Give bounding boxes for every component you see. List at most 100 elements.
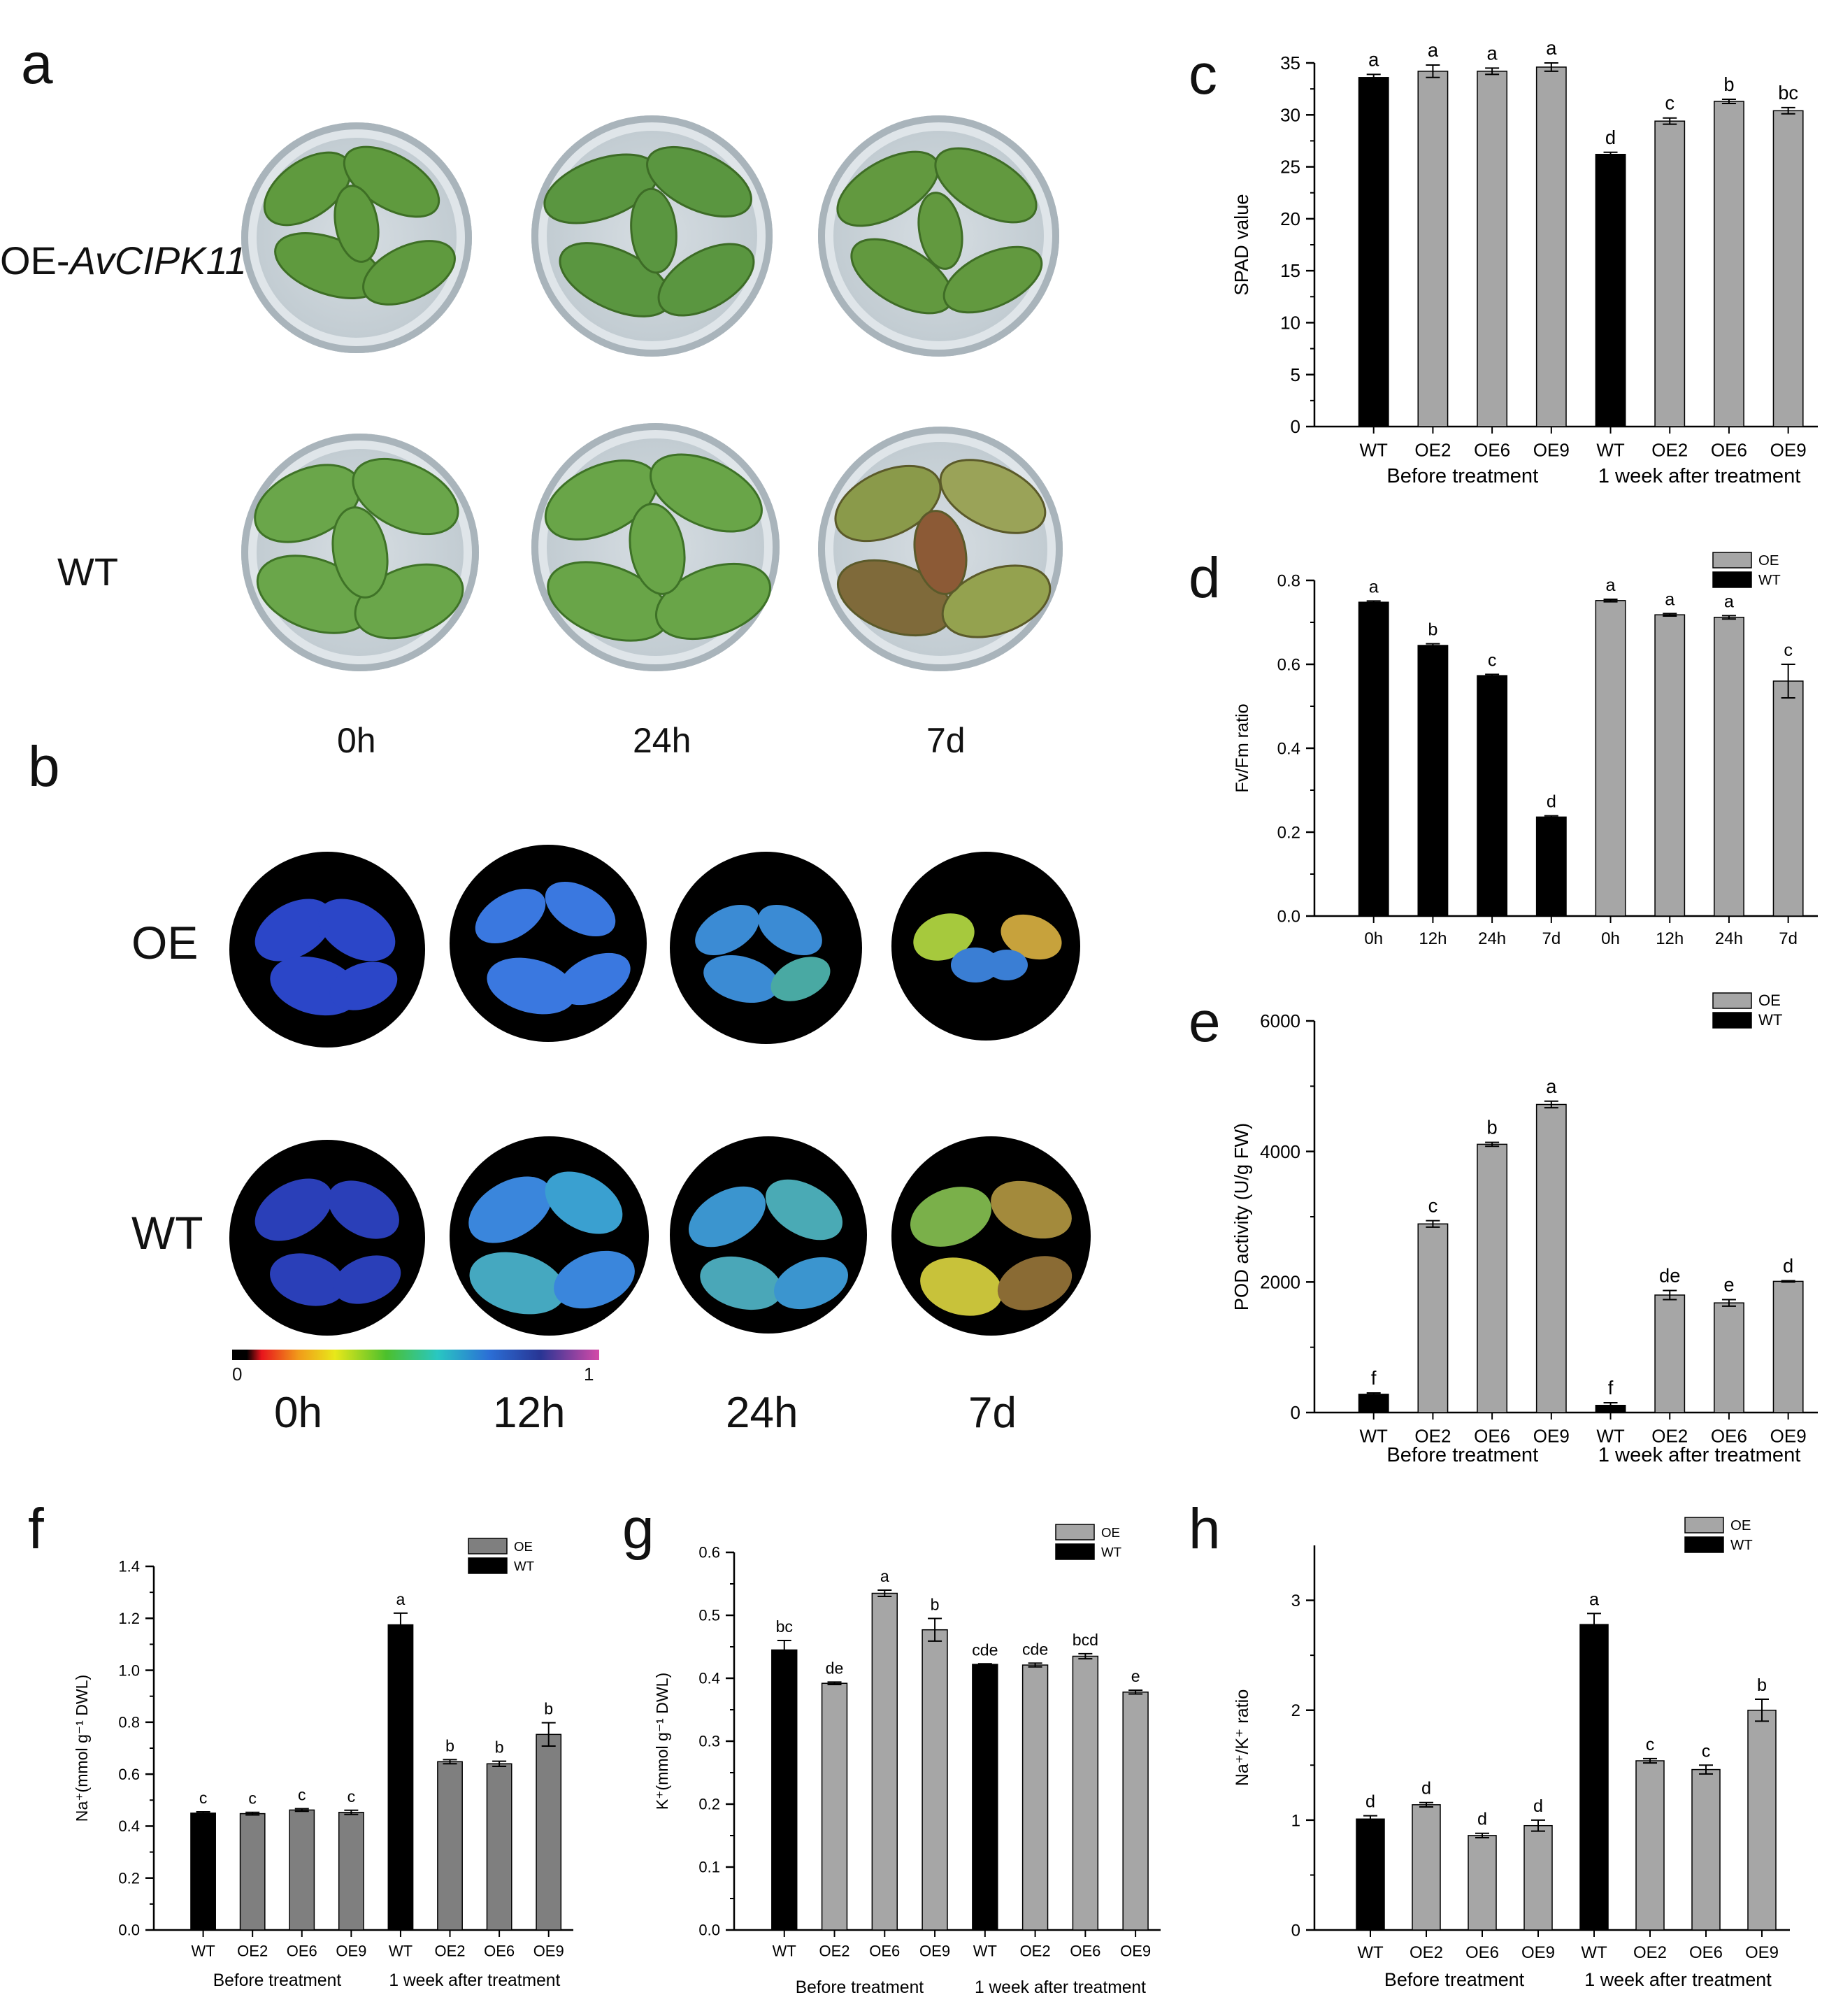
y-tick-label-g: 0.6 bbox=[698, 1544, 720, 1561]
significance-letter-c: d bbox=[1605, 127, 1616, 148]
bar-h bbox=[1468, 1835, 1497, 1931]
x-tick-label-c: OE2 bbox=[1414, 440, 1451, 461]
significance-letter-e: d bbox=[1783, 1254, 1793, 1276]
chart-c: 0 5 10 15 20 25 30 35 SPAD value a WT a OE2 a OE6 a OE9 d… bbox=[1231, 37, 1818, 487]
panel-letter-a: a bbox=[21, 32, 53, 96]
bar-h bbox=[1523, 1824, 1553, 1931]
x-tick-label-d: 24h bbox=[1715, 929, 1743, 948]
significance-letter-e: e bbox=[1723, 1274, 1734, 1296]
bar-h bbox=[1635, 1760, 1665, 1931]
y-tick-label-h: 0 bbox=[1291, 1921, 1300, 1940]
fluorescence-wt-0h bbox=[229, 1140, 425, 1336]
bar-c bbox=[1595, 153, 1626, 427]
color-scale-bar bbox=[232, 1350, 599, 1360]
x-tick-label-e: OE9 bbox=[1533, 1426, 1570, 1447]
x-tick-label-c: OE6 bbox=[1474, 440, 1510, 461]
legend-label-e: OE bbox=[1758, 992, 1781, 1009]
bar-e bbox=[1358, 1394, 1389, 1413]
y-tick-label-g: 0.0 bbox=[698, 1922, 720, 1939]
significance-letter-h: b bbox=[1757, 1675, 1767, 1695]
time-label-a-24h: 24h bbox=[633, 721, 691, 760]
group-label-before-g: Before treatment bbox=[796, 1978, 924, 1997]
legend-label-e: WT bbox=[1758, 1011, 1782, 1029]
x-tick-label-f: WT bbox=[191, 1943, 215, 1960]
y-tick-label-e: 6000 bbox=[1260, 1010, 1300, 1031]
bar-d bbox=[1772, 680, 1804, 917]
x-tick-label-c: WT bbox=[1359, 440, 1388, 461]
significance-letter-d: a bbox=[1606, 576, 1616, 595]
x-tick-label-c: OE9 bbox=[1770, 440, 1807, 461]
row-label-wt: WT bbox=[57, 550, 119, 594]
bar-f bbox=[338, 1811, 364, 1931]
significance-letter-g: bc bbox=[776, 1617, 793, 1636]
bar-g bbox=[1021, 1664, 1049, 1931]
bar-h bbox=[1579, 1624, 1609, 1931]
row-label-b-wt: WT bbox=[131, 1207, 203, 1259]
y-tick-label-c: 0 bbox=[1291, 416, 1300, 437]
bar-f bbox=[239, 1813, 266, 1931]
row-label-prefix: OE- bbox=[0, 238, 70, 283]
y-tick-label-c: 15 bbox=[1280, 260, 1300, 281]
y-tick-label-g: 0.3 bbox=[698, 1733, 720, 1750]
group-label-after-e: 1 week after treatment bbox=[1598, 1444, 1801, 1466]
significance-letter-c: bc bbox=[1778, 82, 1798, 103]
y-tick-label-f: 1.4 bbox=[118, 1558, 140, 1575]
bar-f bbox=[289, 1809, 315, 1931]
significance-letter-g: e bbox=[1131, 1667, 1140, 1685]
y-tick-label-f: 0.0 bbox=[118, 1922, 140, 1939]
plate-photo-wt-0h bbox=[241, 434, 479, 671]
y-tick-label-h: 3 bbox=[1291, 1592, 1300, 1610]
significance-letter-d: c bbox=[1488, 650, 1497, 670]
y-tick-label-f: 1.2 bbox=[118, 1610, 140, 1627]
x-tick-label-d: 12h bbox=[1419, 929, 1447, 948]
plate-photo-wt-7d bbox=[818, 427, 1063, 671]
bar-g bbox=[771, 1649, 798, 1931]
group-label-after-h: 1 week after treatment bbox=[1584, 1969, 1772, 1990]
x-tick-label-h: WT bbox=[1581, 1943, 1607, 1962]
y-tick-label-e: 4000 bbox=[1260, 1141, 1300, 1162]
x-tick-label-f: OE2 bbox=[435, 1943, 466, 1960]
bar-d bbox=[1654, 614, 1686, 917]
legend-label-g: WT bbox=[1101, 1545, 1121, 1559]
x-tick-label-f: OE9 bbox=[533, 1943, 564, 1960]
x-tick-label-c: OE9 bbox=[1533, 440, 1570, 461]
bar-g bbox=[972, 1664, 998, 1931]
x-tick-label-g: OE2 bbox=[819, 1943, 850, 1960]
significance-letter-d: a bbox=[1665, 589, 1675, 609]
bar-g bbox=[871, 1592, 898, 1931]
significance-letter-f: c bbox=[199, 1789, 208, 1807]
group-label-before-h: Before treatment bbox=[1384, 1969, 1525, 1990]
fluorescence-wt-7d bbox=[891, 1136, 1091, 1336]
color-scale-min: 0 bbox=[232, 1364, 243, 1385]
significance-letter-f: a bbox=[396, 1590, 406, 1608]
bar-e bbox=[1714, 1302, 1744, 1413]
y-tick-label-h: 1 bbox=[1291, 1811, 1300, 1830]
legend-label-h: OE bbox=[1730, 1518, 1751, 1534]
legend-swatch-d bbox=[1712, 552, 1752, 569]
bar-d bbox=[1358, 601, 1389, 917]
x-tick-label-e: OE2 bbox=[1651, 1426, 1688, 1447]
y-tick-label-e: 2000 bbox=[1260, 1271, 1300, 1292]
y-tick-label-f: 0.6 bbox=[118, 1766, 140, 1783]
x-tick-label-f: OE9 bbox=[336, 1943, 366, 1960]
time-label-b-0h: 0h bbox=[274, 1389, 322, 1437]
x-tick-label-e: OE6 bbox=[1711, 1426, 1747, 1447]
significance-letter-f: b bbox=[544, 1700, 553, 1718]
group-label-after-c: 1 week after treatment bbox=[1598, 465, 1801, 487]
panel-letter-d: d bbox=[1189, 546, 1221, 610]
significance-letter-g: cde bbox=[972, 1640, 998, 1659]
significance-letter-g: de bbox=[826, 1659, 844, 1677]
legend-label-g: OE bbox=[1101, 1525, 1120, 1540]
bar-e bbox=[1772, 1280, 1804, 1413]
group-label-before-c: Before treatment bbox=[1386, 465, 1538, 487]
bar-h bbox=[1356, 1818, 1385, 1931]
fluorescence-wt-24h bbox=[670, 1136, 867, 1334]
panel-letter-h: h bbox=[1189, 1497, 1221, 1561]
bar-e bbox=[1477, 1143, 1508, 1413]
significance-letter-f: b bbox=[445, 1736, 454, 1754]
x-tick-label-f: WT bbox=[389, 1943, 413, 1960]
chart-g: 0.0 0.1 0.2 0.3 0.4 0.5 0.6 K⁺(mmol g⁻¹ DWL) bc W… bbox=[653, 1524, 1161, 1997]
legend-label-f: OE bbox=[514, 1539, 533, 1554]
bar-f bbox=[190, 1813, 216, 1931]
legend-swatch-g bbox=[1055, 1543, 1095, 1560]
